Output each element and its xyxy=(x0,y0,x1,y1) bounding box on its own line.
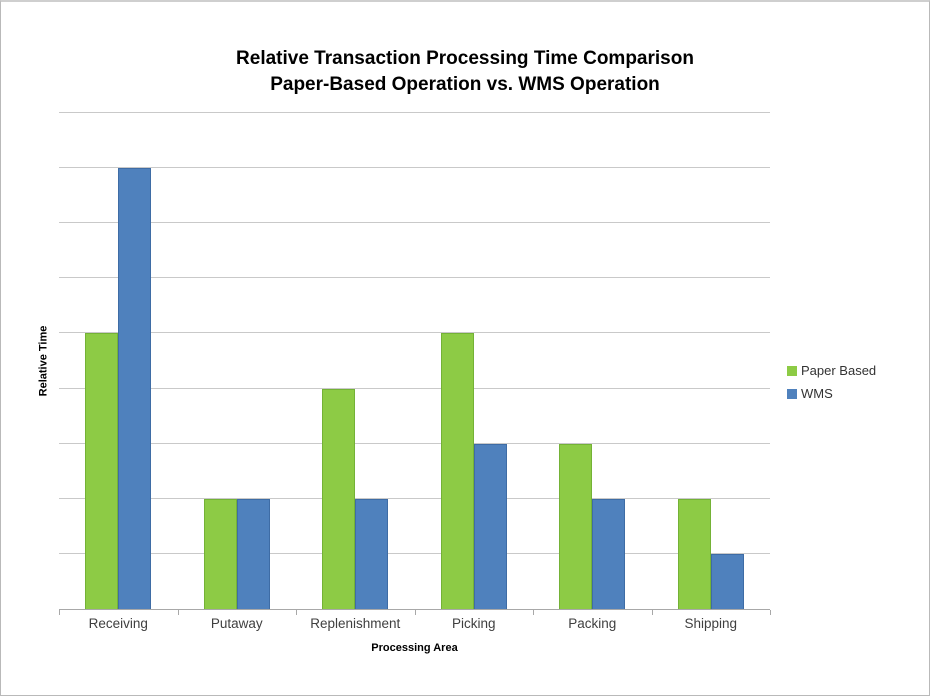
legend: Paper Based WMS xyxy=(787,363,876,409)
legend-item-wms: WMS xyxy=(787,386,876,401)
category-label-packing: Packing xyxy=(568,616,617,631)
x-tick xyxy=(296,610,297,615)
bar-paper-based xyxy=(322,388,356,609)
bar-group-putaway xyxy=(178,113,297,609)
bar-wms xyxy=(355,498,389,609)
bar-paper-based xyxy=(440,333,474,609)
y-axis-title: Relative Time xyxy=(33,113,53,609)
plot-area xyxy=(59,112,770,610)
bar-wms xyxy=(710,553,744,609)
x-tick xyxy=(651,610,653,615)
bar-groups xyxy=(59,113,770,609)
legend-swatch-icon xyxy=(787,365,797,376)
gridline xyxy=(59,442,770,444)
legend-label: Paper Based xyxy=(801,363,877,378)
y-axis-title-text: Relative Time xyxy=(37,325,50,397)
gridline xyxy=(59,167,770,169)
bar-group-replenishment xyxy=(296,113,415,609)
category-label-shipping: Shipping xyxy=(684,616,738,631)
bar-wms xyxy=(118,168,152,609)
x-tick xyxy=(533,610,534,615)
gridline xyxy=(59,222,770,224)
bar-group-packing xyxy=(533,113,652,609)
gridline xyxy=(59,552,770,554)
legend-label: WMS xyxy=(801,386,833,401)
bar-group-picking xyxy=(415,113,534,609)
bar-paper-based xyxy=(559,443,593,609)
x-tick xyxy=(59,610,60,615)
legend-swatch-icon xyxy=(787,388,797,399)
bar-paper-based xyxy=(85,333,119,609)
bar-wms xyxy=(236,498,270,609)
gridline xyxy=(59,497,770,499)
legend-item-paper-based: Paper Based xyxy=(787,363,876,378)
bar-group-receiving xyxy=(59,113,178,609)
category-label-replenishment: Replenishment xyxy=(310,616,401,631)
bar-paper-based xyxy=(677,498,711,609)
x-tick xyxy=(177,610,179,615)
bar-paper-based xyxy=(203,498,237,609)
gridline xyxy=(59,387,770,389)
category-label-picking: Picking xyxy=(451,616,496,631)
bar-wms xyxy=(592,498,626,609)
x-axis-labels: Receiving Putaway Replenishment Picking Pack… xyxy=(59,616,770,631)
category-label-receiving: Receiving xyxy=(88,616,148,631)
x-tick xyxy=(414,610,416,615)
gridline xyxy=(59,277,770,279)
bar-wms xyxy=(473,443,507,609)
x-axis-ticks xyxy=(59,610,771,615)
gridline xyxy=(59,112,770,113)
gridline xyxy=(59,332,770,334)
chart-title: Relative Transaction Processing Time Com… xyxy=(1,46,929,98)
x-axis-title: Processing Area xyxy=(371,642,458,654)
chart-title-line1: Relative Transaction Processing Time Com… xyxy=(236,48,694,69)
category-label-putaway: Putaway xyxy=(210,616,263,631)
chart-title-line2: Paper-Based Operation vs. WMS Operation xyxy=(270,74,660,95)
bar-group-shipping xyxy=(652,113,771,609)
x-tick xyxy=(770,610,771,615)
